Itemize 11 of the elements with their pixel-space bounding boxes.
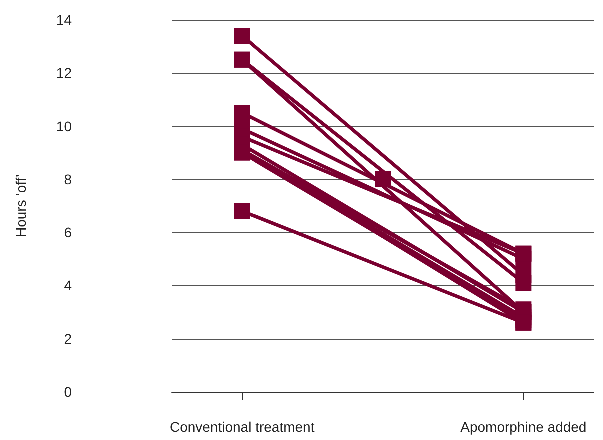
y-axis-title: Hours ‘off’ bbox=[13, 174, 29, 238]
x-tick-label: Conventional treatment bbox=[170, 419, 315, 435]
y-tick-label: 14 bbox=[56, 12, 72, 28]
y-tick-label: 6 bbox=[64, 224, 72, 241]
y-tick-label: 0 bbox=[64, 384, 72, 400]
y-tick-label: 10 bbox=[56, 118, 72, 134]
y-tick-label: 8 bbox=[64, 171, 72, 188]
x-tick-label: Apomorphine added bbox=[460, 419, 587, 435]
y-tick-label: 2 bbox=[64, 330, 72, 347]
y-tick-label: 12 bbox=[56, 65, 72, 82]
y-tick-label: 4 bbox=[64, 278, 72, 294]
